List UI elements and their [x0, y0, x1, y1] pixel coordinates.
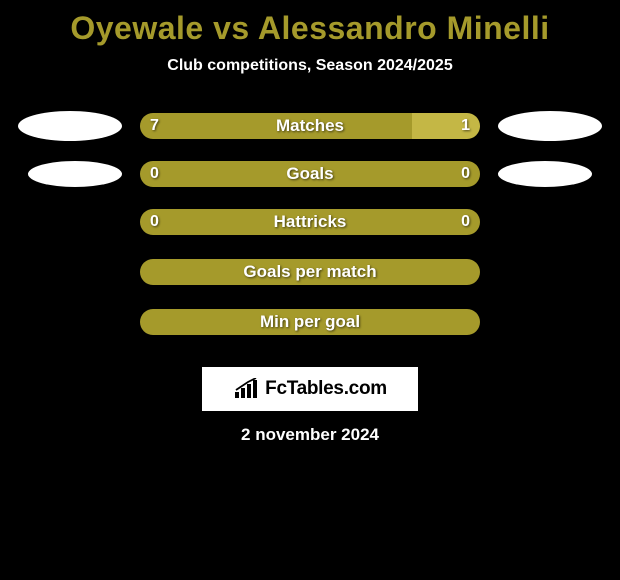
stat-bar: Matches71: [140, 113, 480, 139]
stat-row: Hattricks00: [0, 207, 620, 237]
logo-text: FcTables.com: [265, 378, 387, 400]
player-right-avatar: [498, 161, 592, 187]
bar-segment-left: [140, 259, 480, 285]
stat-row: Min per goal: [0, 307, 620, 337]
bar-segment-left: [140, 161, 480, 187]
stat-bar: Goals00: [140, 161, 480, 187]
chart-icon: [233, 378, 259, 400]
bar-segment-left: [140, 113, 412, 139]
bar-segment-left: [140, 209, 480, 235]
page-title: Oyewale vs Alessandro Minelli: [0, 6, 620, 57]
stat-row: Matches71: [0, 111, 620, 141]
logo-box[interactable]: FcTables.com: [202, 367, 418, 411]
bar-segment-left: [140, 309, 480, 335]
date-label: 2 november 2024: [0, 425, 620, 445]
stat-row: Goals00: [0, 161, 620, 187]
subtitle: Club competitions, Season 2024/2025: [0, 57, 620, 111]
player-left-avatar: [28, 161, 122, 187]
stat-rows: Matches71 Goals00 Hattricks00 Goals per mat…: [0, 111, 620, 337]
stat-bar: Min per goal: [140, 309, 480, 335]
player-left-avatar: [18, 111, 122, 141]
stat-row: Goals per match: [0, 257, 620, 287]
comparison-card: Oyewale vs Alessandro Minelli Club compe…: [0, 0, 620, 445]
stat-bar: Goals per match: [140, 259, 480, 285]
player-right-avatar: [498, 111, 602, 141]
bar-segment-right: [412, 113, 480, 139]
stat-bar: Hattricks00: [140, 209, 480, 235]
